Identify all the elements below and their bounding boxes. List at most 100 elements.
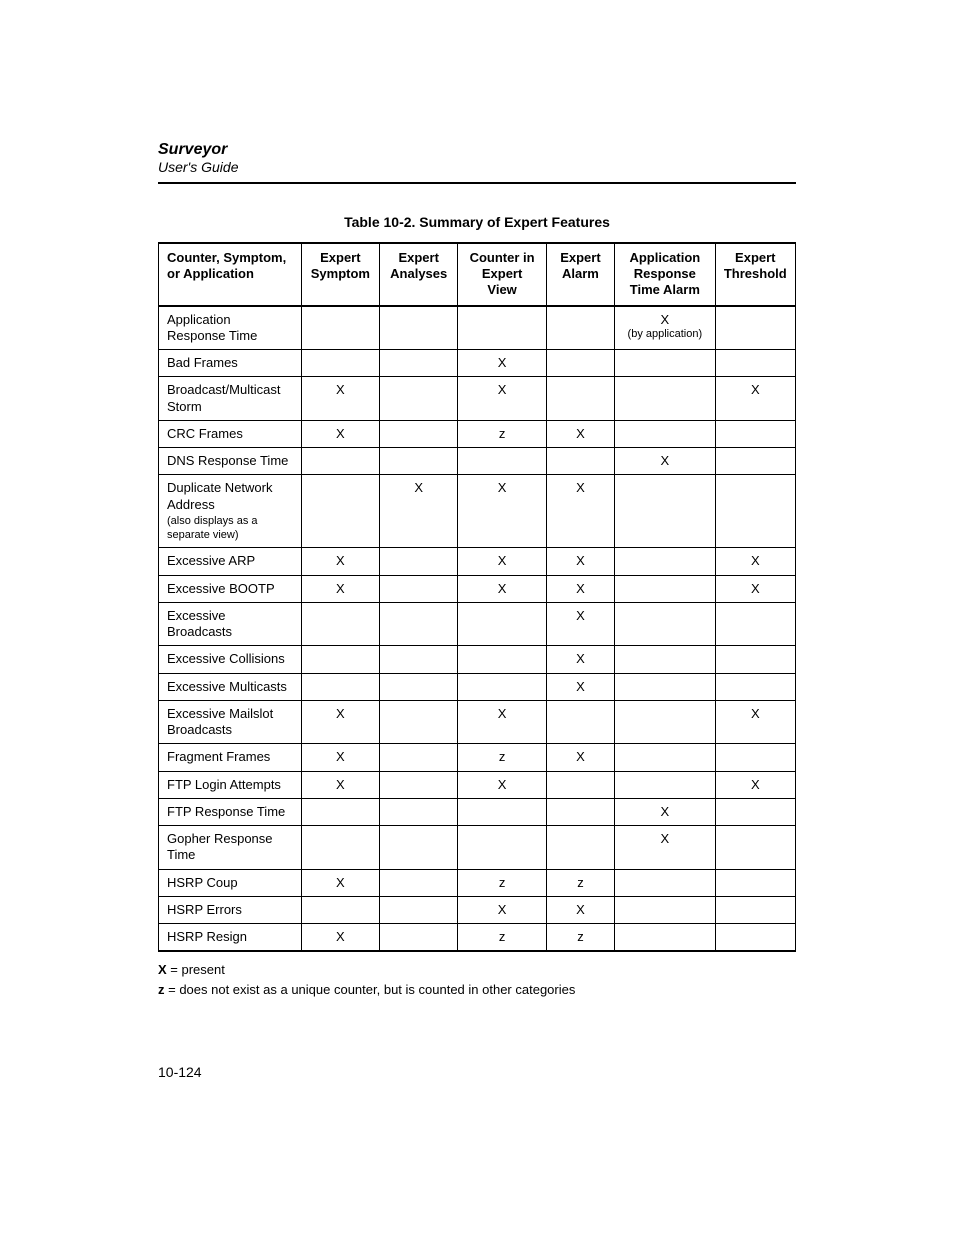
row-label-text: Excessive BOOTP xyxy=(167,581,275,596)
cell-value: X xyxy=(751,706,760,721)
row-label-text: Bad Frames xyxy=(167,355,238,370)
row-label: Excessive BOOTP xyxy=(159,575,302,602)
cell-c4: z xyxy=(546,924,614,952)
cell-c5: X xyxy=(615,798,715,825)
cell-c1 xyxy=(301,306,379,350)
cell-c6 xyxy=(715,744,795,771)
table-body: Application Response TimeX(by applicatio… xyxy=(159,306,796,952)
row-label-text: CRC Frames xyxy=(167,426,243,441)
cell-c5 xyxy=(615,350,715,377)
cell-c1: X xyxy=(301,575,379,602)
row-label: HSRP Errors xyxy=(159,896,302,923)
table-row: HSRP ErrorsXX xyxy=(159,896,796,923)
cell-c3 xyxy=(458,826,546,870)
cell-value: X xyxy=(336,706,345,721)
header-rule xyxy=(158,182,796,184)
table-row: Excessive Mailslot BroadcastsXXX xyxy=(159,700,796,744)
cell-c6: X xyxy=(715,548,795,575)
table-row: FTP Login AttemptsXXX xyxy=(159,771,796,798)
cell-c5 xyxy=(615,744,715,771)
legend-line-z: z = does not exist as a unique counter, … xyxy=(158,980,796,1000)
cell-c5 xyxy=(615,475,715,548)
cell-value: X xyxy=(498,553,507,568)
cell-c3: X xyxy=(458,700,546,744)
cell-c2 xyxy=(380,744,458,771)
cell-value: X xyxy=(576,902,585,917)
col-header-app-response: Application Response Time Alarm xyxy=(615,243,715,306)
col-header-threshold: Expert Threshold xyxy=(715,243,795,306)
row-label: Excessive Collisions xyxy=(159,646,302,673)
cell-c2 xyxy=(380,548,458,575)
cell-c6 xyxy=(715,673,795,700)
cell-c2 xyxy=(380,448,458,475)
row-label-text: FTP Login Attempts xyxy=(167,777,281,792)
cell-c6: X xyxy=(715,700,795,744)
cell-c3: z xyxy=(458,869,546,896)
cell-c1 xyxy=(301,798,379,825)
cell-value: X xyxy=(336,581,345,596)
cell-value: X xyxy=(336,749,345,764)
col-header-analyses: Expert Analyses xyxy=(380,243,458,306)
cell-c4 xyxy=(546,826,614,870)
table-row: HSRP CoupXzz xyxy=(159,869,796,896)
legend-text-z: = does not exist as a unique counter, bu… xyxy=(165,982,576,997)
doc-subtitle: User's Guide xyxy=(158,159,796,176)
cell-c2 xyxy=(380,896,458,923)
cell-value: X xyxy=(336,777,345,792)
cell-c1 xyxy=(301,826,379,870)
doc-title: Surveyor xyxy=(158,140,796,159)
cell-c4 xyxy=(546,700,614,744)
cell-c3 xyxy=(458,798,546,825)
cell-c5 xyxy=(615,869,715,896)
cell-c4 xyxy=(546,798,614,825)
row-label: CRC Frames xyxy=(159,420,302,447)
cell-value: X xyxy=(336,553,345,568)
cell-value: X xyxy=(576,480,585,495)
page-number: 10-124 xyxy=(158,1064,202,1080)
row-label: Gopher Response Time xyxy=(159,826,302,870)
table-row: Excessive BOOTPXXXX xyxy=(159,575,796,602)
cell-value: X xyxy=(498,777,507,792)
cell-c2 xyxy=(380,826,458,870)
cell-c6 xyxy=(715,826,795,870)
cell-c5 xyxy=(615,420,715,447)
col-header-alarm: Expert Alarm xyxy=(546,243,614,306)
cell-c4 xyxy=(546,306,614,350)
cell-c5: X xyxy=(615,448,715,475)
row-label: Application Response Time xyxy=(159,306,302,350)
cell-c2 xyxy=(380,700,458,744)
row-label: HSRP Coup xyxy=(159,869,302,896)
cell-value: z xyxy=(499,426,506,441)
cell-c4 xyxy=(546,771,614,798)
cell-value: X xyxy=(414,480,423,495)
cell-value: z xyxy=(577,875,584,890)
table-row: Bad Frames X xyxy=(159,350,796,377)
cell-c1 xyxy=(301,896,379,923)
cell-value: z xyxy=(499,749,506,764)
cell-c6 xyxy=(715,350,795,377)
row-label: Excessive Multicasts xyxy=(159,673,302,700)
cell-c3: X xyxy=(458,350,546,377)
cell-c6: X xyxy=(715,377,795,421)
cell-c6 xyxy=(715,420,795,447)
row-label-text: Excessive ARP xyxy=(167,553,255,568)
cell-c3: z xyxy=(458,420,546,447)
cell-value: X xyxy=(751,581,760,596)
row-label-text: Fragment Frames xyxy=(167,749,270,764)
cell-c1 xyxy=(301,448,379,475)
table-row: CRC FramesXzX xyxy=(159,420,796,447)
table-caption: Table 10-2. Summary of Expert Features xyxy=(158,214,796,230)
table-row: Broadcast/Multicast StormXXX xyxy=(159,377,796,421)
cell-c6: X xyxy=(715,575,795,602)
cell-c6 xyxy=(715,924,795,952)
cell-c5 xyxy=(615,771,715,798)
cell-c6 xyxy=(715,448,795,475)
cell-value: X xyxy=(576,679,585,694)
cell-c4: X xyxy=(546,602,614,646)
row-label-text: Application Response Time xyxy=(167,312,257,343)
cell-c1 xyxy=(301,602,379,646)
cell-c1: X xyxy=(301,420,379,447)
col-header-counter: Counter, Symptom, or Application xyxy=(159,243,302,306)
row-label: HSRP Resign xyxy=(159,924,302,952)
cell-c6 xyxy=(715,602,795,646)
